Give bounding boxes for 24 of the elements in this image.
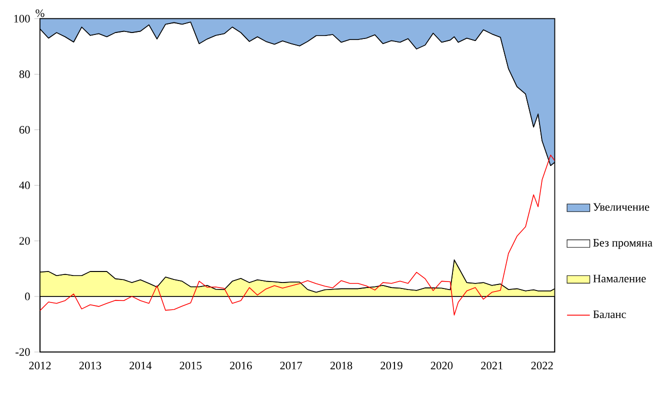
y-tick-label: 80 bbox=[19, 70, 30, 78]
x-tick-label: 2022 bbox=[531, 362, 553, 370]
y-tick-label: 100 bbox=[14, 14, 30, 22]
x-tick-label: 2015 bbox=[180, 362, 202, 370]
y-tick-label: 0 bbox=[25, 292, 30, 300]
x-tick-label: 2020 bbox=[430, 362, 453, 370]
y-tick-label: 60 bbox=[19, 126, 30, 134]
x-tick-label: 2014 bbox=[130, 362, 152, 370]
x-tick-label: 2018 bbox=[330, 362, 352, 370]
x-tick-label: 2019 bbox=[380, 362, 402, 370]
legend-label: Баланс bbox=[593, 310, 626, 318]
legend-label: Без промяна bbox=[593, 239, 652, 249]
x-tick-label: 2012 bbox=[29, 362, 51, 370]
y-axis-title: % bbox=[36, 9, 44, 18]
x-tick-label: 2021 bbox=[481, 362, 503, 370]
y-tick-label: 20 bbox=[19, 237, 30, 245]
legend-label: Увеличение bbox=[593, 203, 650, 211]
line-series bbox=[40, 154, 555, 316]
legend-label: Намаление bbox=[593, 274, 646, 282]
x-tick-label: 2016 bbox=[230, 362, 252, 370]
x-tick-label: 2017 bbox=[280, 362, 302, 370]
x-tick-label: 2013 bbox=[79, 362, 102, 370]
y-tick-label: -20 bbox=[16, 348, 30, 356]
y-tick-label: 40 bbox=[19, 182, 30, 190]
